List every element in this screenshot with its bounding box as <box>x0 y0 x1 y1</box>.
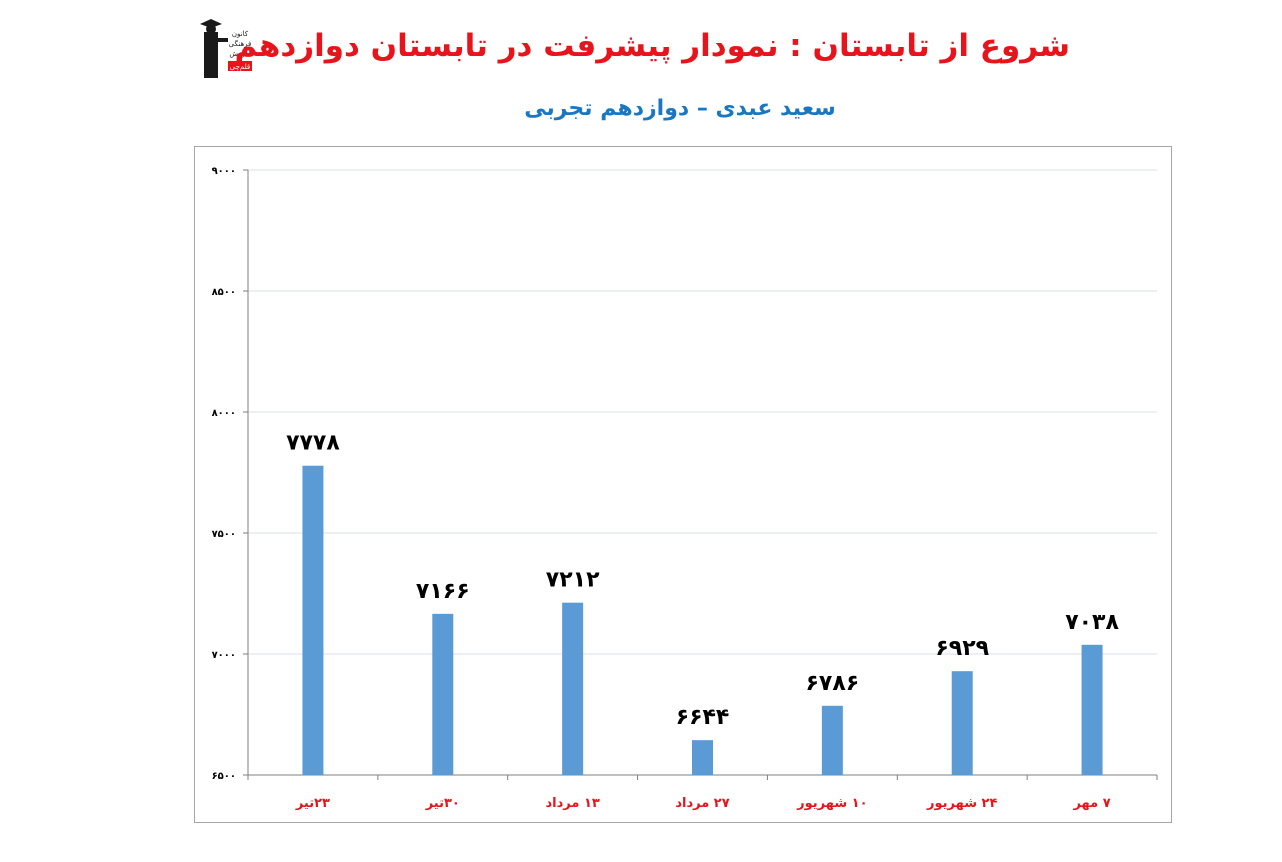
bar-chart: ۶۵۰۰ ۷۰۰۰ ۷۵۰۰ ۸۰۰۰ ۸۵۰۰ ۹۰۰۰ ۷۷۷۸ ۲۳تیر ۷۱۶۶ ۳۰ت… <box>212 166 1158 811</box>
logo-text-line: فرهنگی <box>229 39 252 48</box>
y-tick-label: ۶۵۰۰ <box>212 771 236 782</box>
data-label: ۷۷۷۸ <box>286 431 340 456</box>
graduate-logo-icon: کانون فرهنگی آموزش قلم‌چی <box>200 19 252 78</box>
y-tick-label: ۷۰۰۰ <box>212 650 236 661</box>
y-tick-label: ۸۵۰۰ <box>212 287 236 298</box>
bar <box>562 602 584 775</box>
logo-text-line: کانون <box>232 30 249 38</box>
bar <box>302 465 324 775</box>
page-title: شروع از تابستان : نمودار پیشرفت در تابست… <box>234 28 1070 64</box>
x-tick-label: ۱۳ مرداد <box>545 796 599 811</box>
data-label: ۷۰۳۸ <box>1065 610 1119 635</box>
bar <box>1081 644 1103 775</box>
bar <box>692 740 713 775</box>
x-tick-label: ۲۳تیر <box>295 796 330 811</box>
y-tick-label: ۷۵۰۰ <box>212 529 236 540</box>
data-label: ۶۶۴۴ <box>676 705 730 730</box>
page-subtitle: سعید عبدی – دوازدهم تجربی <box>524 96 836 121</box>
data-label: ۷۱۶۶ <box>416 579 470 604</box>
logo-text-line: آموزش <box>229 49 251 58</box>
data-label: ۷۲۱۲ <box>546 568 600 593</box>
y-tick-label: ۹۰۰۰ <box>212 166 236 177</box>
data-label: ۶۷۸۶ <box>805 671 859 696</box>
bar <box>951 671 973 775</box>
bar <box>821 705 843 775</box>
x-tick-label: ۳۰تیر <box>425 796 460 811</box>
x-tick-label: ۲۴ شهریور <box>926 796 997 811</box>
chart-frame <box>194 146 1172 823</box>
y-tick-label: ۸۰۰۰ <box>212 408 236 419</box>
bar <box>432 613 454 775</box>
logo-text-line: قلم‌چی <box>230 63 250 71</box>
x-tick-label: ۷ مهر <box>1072 796 1110 811</box>
x-tick-label: ۱۰ شهریور <box>796 796 867 811</box>
x-tick-label: ۲۷ مرداد <box>675 796 729 811</box>
data-label: ۶۹۲۹ <box>935 636 989 661</box>
